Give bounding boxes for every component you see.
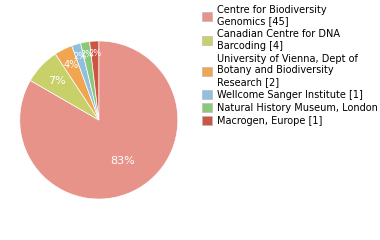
Wedge shape <box>20 41 178 199</box>
Text: 2%: 2% <box>88 49 101 58</box>
Text: 83%: 83% <box>110 156 135 166</box>
Wedge shape <box>72 43 99 120</box>
Text: 2%: 2% <box>73 52 86 61</box>
Wedge shape <box>30 54 99 120</box>
Wedge shape <box>90 41 99 120</box>
Text: 2%: 2% <box>81 50 94 59</box>
Wedge shape <box>81 42 99 120</box>
Wedge shape <box>55 46 99 120</box>
Text: 4%: 4% <box>63 60 79 70</box>
Text: 7%: 7% <box>49 76 66 86</box>
Legend: Centre for Biodiversity
Genomics [45], Canadian Centre for DNA
Barcoding [4], Un: Centre for Biodiversity Genomics [45], C… <box>203 5 380 126</box>
